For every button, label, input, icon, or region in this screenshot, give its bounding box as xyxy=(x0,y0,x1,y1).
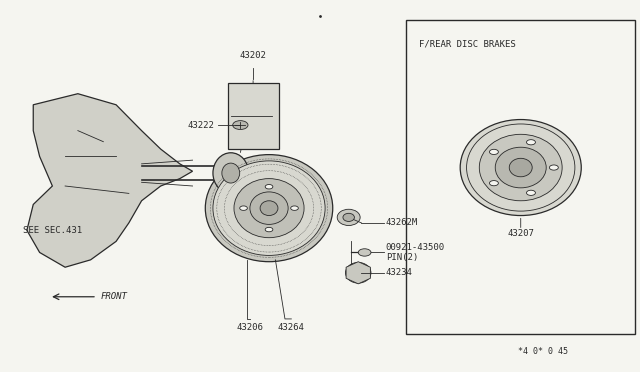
Ellipse shape xyxy=(495,147,546,188)
Ellipse shape xyxy=(479,134,562,201)
Ellipse shape xyxy=(260,201,278,215)
Text: 43207: 43207 xyxy=(508,229,534,238)
Circle shape xyxy=(527,190,536,195)
Text: 43262M: 43262M xyxy=(386,218,418,227)
Circle shape xyxy=(358,249,371,256)
Ellipse shape xyxy=(222,163,240,183)
Ellipse shape xyxy=(213,161,325,256)
Text: 43222: 43222 xyxy=(188,121,215,129)
Text: 43264: 43264 xyxy=(278,323,305,332)
Circle shape xyxy=(265,185,273,189)
Ellipse shape xyxy=(343,213,355,221)
Ellipse shape xyxy=(213,153,248,193)
Text: SEE SEC.431: SEE SEC.431 xyxy=(23,226,82,235)
Circle shape xyxy=(240,206,247,211)
Polygon shape xyxy=(27,94,193,267)
Ellipse shape xyxy=(346,262,371,283)
Ellipse shape xyxy=(250,192,288,224)
Text: 43234: 43234 xyxy=(386,268,413,277)
Text: 43202: 43202 xyxy=(239,51,266,61)
Polygon shape xyxy=(346,262,371,284)
Ellipse shape xyxy=(205,155,333,262)
Ellipse shape xyxy=(337,209,360,225)
FancyBboxPatch shape xyxy=(228,83,278,149)
Circle shape xyxy=(291,206,298,211)
Ellipse shape xyxy=(460,119,581,215)
Circle shape xyxy=(265,227,273,232)
Text: *4 0* 0 45: *4 0* 0 45 xyxy=(518,347,568,356)
Ellipse shape xyxy=(509,158,532,177)
Text: 43206: 43206 xyxy=(236,323,263,332)
Text: F/REAR DISC BRAKES: F/REAR DISC BRAKES xyxy=(419,39,515,48)
Circle shape xyxy=(490,180,499,186)
Circle shape xyxy=(549,165,558,170)
Text: 00921-43500
PIN(2): 00921-43500 PIN(2) xyxy=(386,243,445,262)
Circle shape xyxy=(490,149,499,154)
Circle shape xyxy=(233,121,248,129)
FancyBboxPatch shape xyxy=(406,20,636,334)
Ellipse shape xyxy=(234,179,304,238)
Text: FRONT: FRONT xyxy=(100,292,127,301)
Circle shape xyxy=(527,140,536,145)
